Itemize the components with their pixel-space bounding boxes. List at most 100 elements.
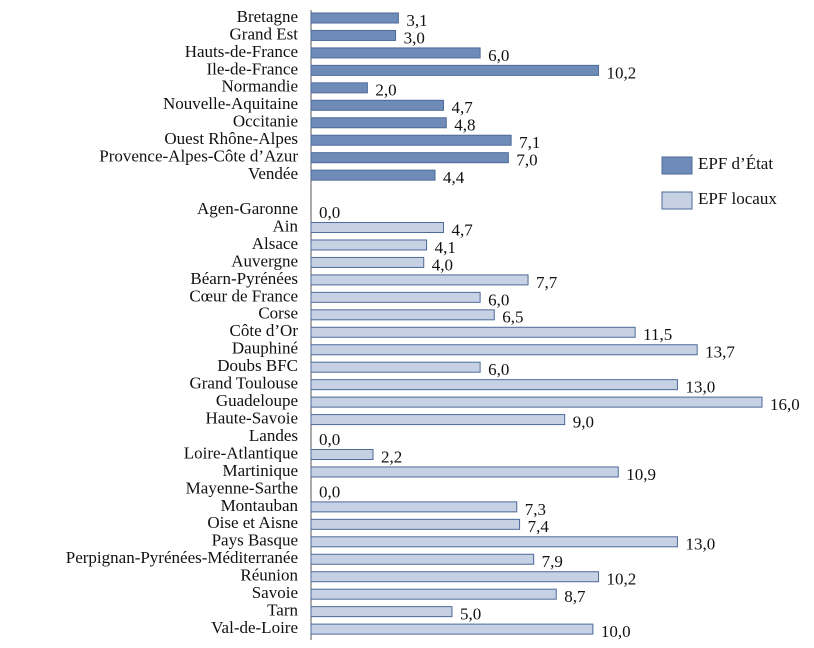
category-label: Hauts-de-France bbox=[185, 42, 298, 61]
value-label: 13,0 bbox=[685, 535, 715, 554]
category-label: Ouest Rhône-Alpes bbox=[164, 129, 298, 148]
bar bbox=[310, 588, 557, 600]
value-label: 5,0 bbox=[460, 605, 481, 624]
bar bbox=[310, 466, 619, 478]
category-label: Nouvelle-Aquitaine bbox=[163, 94, 298, 113]
category-label: Martinique bbox=[222, 461, 298, 480]
value-label: 13,7 bbox=[705, 343, 735, 362]
bar bbox=[310, 29, 397, 41]
bar bbox=[310, 361, 481, 373]
bar bbox=[310, 134, 512, 146]
category-label: Tarn bbox=[267, 601, 298, 620]
value-label: 4,7 bbox=[451, 98, 473, 117]
category-label: Loire-Atlantique bbox=[184, 443, 298, 462]
bar bbox=[310, 623, 594, 635]
category-label: Pays Basque bbox=[212, 531, 298, 550]
bar bbox=[310, 396, 763, 408]
category-label: Landes bbox=[249, 426, 298, 445]
value-label: 0,0 bbox=[319, 482, 340, 501]
bar bbox=[310, 152, 509, 164]
category-label: Grand Toulouse bbox=[189, 374, 298, 393]
value-label: 10,2 bbox=[607, 63, 637, 82]
category-label: Béarn-Pyrénées bbox=[190, 269, 298, 288]
value-label: 7,7 bbox=[536, 273, 558, 292]
bar bbox=[310, 379, 678, 391]
bar bbox=[310, 99, 444, 111]
legend-label: EPF locaux bbox=[698, 189, 777, 208]
bar bbox=[310, 449, 374, 460]
category-label: Dauphiné bbox=[232, 339, 298, 358]
value-label: 4,7 bbox=[451, 220, 473, 239]
value-label: 8,7 bbox=[564, 587, 586, 606]
bar bbox=[310, 12, 399, 24]
category-label: Ile-de-France bbox=[206, 59, 298, 78]
bar bbox=[310, 256, 425, 268]
value-label: 4,8 bbox=[454, 116, 475, 135]
value-label: 10,0 bbox=[601, 622, 631, 641]
category-label: Bretagne bbox=[237, 7, 298, 26]
category-label: Alsace bbox=[252, 234, 298, 253]
bar bbox=[310, 344, 698, 356]
category-label: Provence-Alpes-Côte d’Azur bbox=[99, 147, 298, 166]
bar bbox=[310, 291, 481, 303]
category-label: Réunion bbox=[240, 566, 298, 585]
category-label: Perpignan-Pyrénées-Méditerranée bbox=[66, 548, 298, 567]
legend-swatch bbox=[661, 191, 693, 210]
bar bbox=[310, 82, 368, 94]
value-label: 7,4 bbox=[528, 517, 550, 536]
bar bbox=[310, 117, 447, 129]
bar bbox=[310, 239, 428, 251]
bar bbox=[310, 222, 444, 234]
value-label: 4,0 bbox=[432, 255, 453, 274]
bar bbox=[310, 606, 453, 618]
legend-label: EPF d’État bbox=[698, 154, 773, 173]
value-label: 10,2 bbox=[607, 570, 637, 589]
value-label: 4,4 bbox=[443, 168, 465, 187]
category-label: Montauban bbox=[221, 496, 299, 515]
bar bbox=[310, 414, 566, 426]
value-label: 7,9 bbox=[542, 552, 563, 571]
value-label: 7,3 bbox=[525, 500, 546, 519]
bar bbox=[310, 64, 600, 76]
value-label: 0,0 bbox=[319, 203, 340, 222]
value-label: 16,0 bbox=[770, 395, 800, 414]
category-label: Grand Est bbox=[230, 24, 299, 43]
bar bbox=[310, 169, 436, 181]
value-label: 2,0 bbox=[375, 81, 396, 100]
bar bbox=[310, 553, 535, 565]
category-label: Normandie bbox=[222, 77, 298, 96]
bar bbox=[310, 518, 521, 530]
category-label: Vendée bbox=[248, 164, 298, 183]
category-label: Val-de-Loire bbox=[211, 618, 298, 637]
value-label: 2,2 bbox=[381, 447, 402, 466]
value-label: 7,0 bbox=[516, 151, 537, 170]
category-label: Ain bbox=[273, 216, 299, 235]
category-label: Mayenne-Sarthe bbox=[186, 478, 298, 497]
category-label: Haute-Savoie bbox=[205, 408, 298, 427]
value-label: 6,0 bbox=[488, 290, 509, 309]
value-label: 0,0 bbox=[319, 430, 340, 449]
category-label: Corse bbox=[258, 304, 298, 323]
value-label: 3,1 bbox=[406, 11, 427, 30]
category-label: Côte d’Or bbox=[230, 321, 299, 340]
bar bbox=[310, 536, 678, 548]
bar bbox=[310, 326, 636, 338]
bar bbox=[310, 309, 495, 321]
value-label: 6,0 bbox=[488, 360, 509, 379]
bar bbox=[310, 501, 518, 513]
value-label: 9,0 bbox=[573, 412, 594, 431]
value-label: 4,1 bbox=[435, 238, 456, 257]
category-label: Auvergne bbox=[231, 251, 298, 270]
value-label: 3,0 bbox=[404, 28, 425, 47]
value-label: 7,1 bbox=[519, 133, 540, 152]
value-label: 11,5 bbox=[643, 325, 672, 344]
legend-swatch bbox=[661, 156, 693, 175]
value-label: 10,9 bbox=[626, 465, 656, 484]
category-label: Cœur de France bbox=[189, 286, 298, 305]
category-label: Agen-Garonne bbox=[197, 199, 298, 218]
value-label: 6,0 bbox=[488, 46, 509, 65]
category-label: Oise et Aisne bbox=[207, 513, 298, 532]
bar bbox=[310, 274, 529, 286]
value-label: 13,0 bbox=[685, 378, 715, 397]
